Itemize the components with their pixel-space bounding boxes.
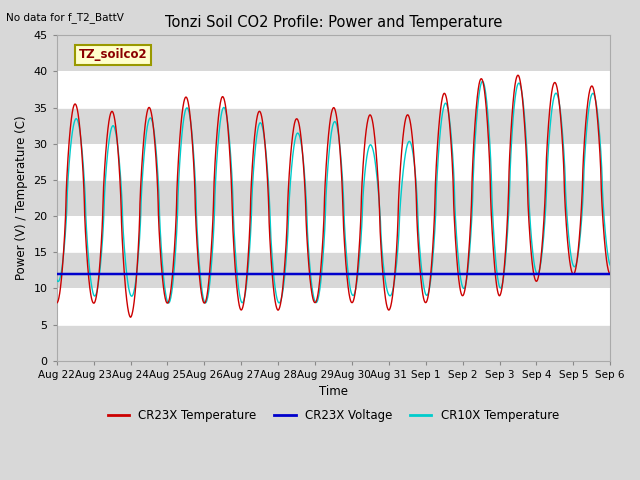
- CR10X Temperature: [166, 300, 173, 305]
- CR23X Temperature: [260, 131, 268, 136]
- CR10X Temperature: [53, 277, 61, 283]
- X-axis label: Time: Time: [319, 385, 348, 398]
- CR23X Temperature: [514, 72, 522, 78]
- Bar: [57, 324, 611, 361]
- Y-axis label: Power (V) / Temperature (C): Power (V) / Temperature (C): [15, 116, 28, 280]
- CR10X Temperature: [479, 79, 486, 84]
- CR23X Temperature: [489, 234, 497, 240]
- Bar: [57, 36, 611, 72]
- Bar: [57, 108, 611, 144]
- CR23X Temperature: [53, 300, 61, 306]
- CR23X Voltage: [488, 271, 496, 277]
- Bar: [57, 252, 611, 288]
- Text: No data for f_T2_BattV: No data for f_T2_BattV: [6, 12, 124, 23]
- CR23X Voltage: [165, 271, 173, 277]
- CR23X Temperature: [605, 268, 612, 274]
- Bar: [57, 72, 611, 108]
- CR23X Voltage: [172, 271, 179, 277]
- CR23X Temperature: [127, 314, 134, 320]
- Legend: CR23X Temperature, CR23X Voltage, CR10X Temperature: CR23X Temperature, CR23X Voltage, CR10X …: [103, 404, 564, 427]
- CR10X Temperature: [260, 132, 268, 138]
- CR23X Temperature: [166, 296, 173, 302]
- CR23X Temperature: [607, 271, 614, 277]
- CR23X Voltage: [410, 271, 418, 277]
- CR10X Temperature: [489, 210, 497, 216]
- CR23X Voltage: [607, 271, 614, 277]
- Bar: [57, 216, 611, 252]
- Line: CR10X Temperature: CR10X Temperature: [57, 82, 611, 303]
- Bar: [57, 288, 611, 324]
- CR10X Temperature: [605, 256, 612, 262]
- CR10X Temperature: [172, 253, 179, 259]
- CR23X Voltage: [53, 271, 61, 277]
- CR23X Voltage: [604, 271, 612, 277]
- CR10X Temperature: [410, 157, 418, 163]
- CR10X Temperature: [164, 300, 172, 306]
- Bar: [57, 144, 611, 180]
- CR23X Voltage: [260, 271, 268, 277]
- Bar: [57, 180, 611, 216]
- Title: Tonzi Soil CO2 Profile: Power and Temperature: Tonzi Soil CO2 Profile: Power and Temper…: [164, 15, 502, 30]
- CR10X Temperature: [607, 263, 614, 268]
- CR23X Temperature: [172, 234, 179, 240]
- CR23X Temperature: [410, 153, 418, 158]
- Text: TZ_soilco2: TZ_soilco2: [79, 48, 147, 61]
- Line: CR23X Temperature: CR23X Temperature: [57, 75, 611, 317]
